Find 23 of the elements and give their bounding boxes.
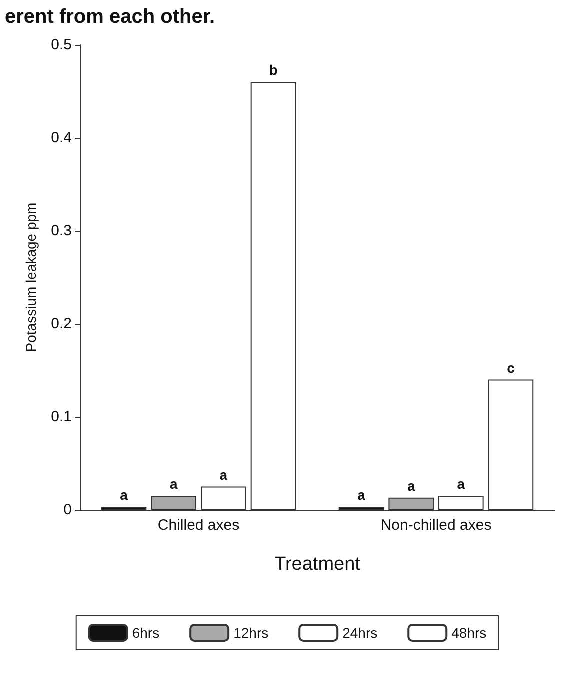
y-tick-label: 0.5 bbox=[51, 36, 72, 54]
data-label: a bbox=[358, 487, 366, 504]
legend-label: 24hrs bbox=[342, 625, 378, 641]
y-tick-label: 0 bbox=[64, 502, 72, 518]
y-tick-label: 0.1 bbox=[51, 408, 72, 426]
data-label: c bbox=[507, 360, 516, 376]
legend-label: 12hrs bbox=[234, 625, 269, 641]
x-tick-label: Non-chilled axes bbox=[380, 517, 492, 534]
x-tick-label: Chilled axes bbox=[158, 517, 240, 534]
data-label: a bbox=[220, 466, 228, 483]
y-tick-label: 0.4 bbox=[51, 130, 72, 146]
y-axis-title: Potassium leakage ppm bbox=[23, 202, 39, 352]
chart-title: erent from each other. bbox=[5, 6, 216, 28]
data-label: a bbox=[407, 478, 416, 494]
y-tick-label: 0.3 bbox=[51, 222, 72, 240]
data-label: a bbox=[457, 476, 466, 492]
x-axis-title: Treatment bbox=[274, 554, 362, 575]
data-label: a bbox=[120, 487, 128, 504]
data-label: a bbox=[170, 476, 178, 492]
legend-label: 6hrs bbox=[132, 625, 160, 641]
data-label: b bbox=[269, 62, 278, 78]
y-tick-label: 0.2 bbox=[51, 316, 72, 332]
legend-label: 48hrs bbox=[452, 625, 487, 641]
